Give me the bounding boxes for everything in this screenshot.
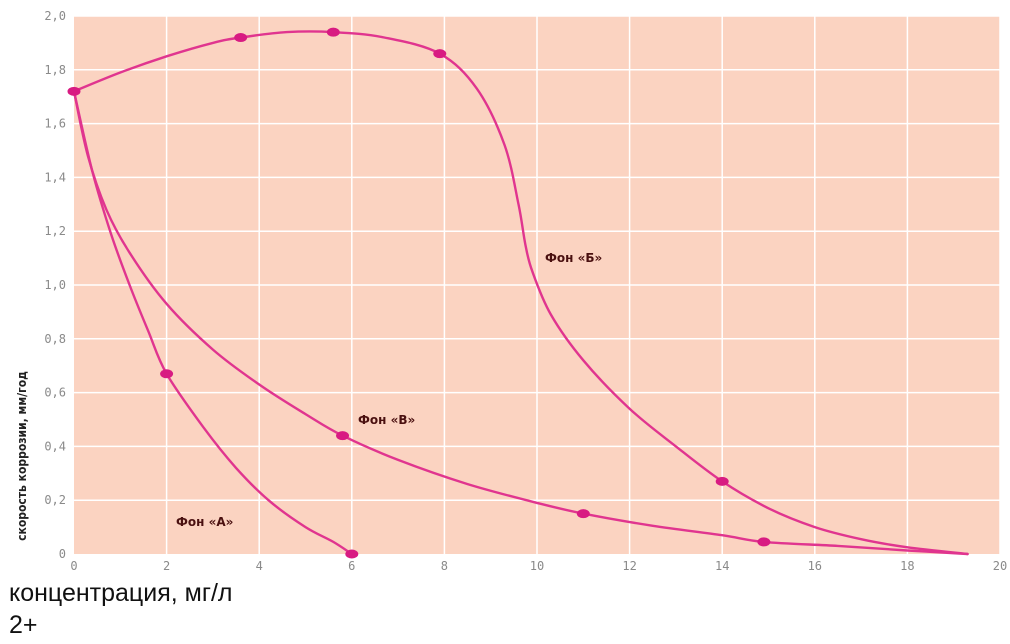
- y-tick-label: 0,2: [44, 493, 66, 507]
- data-point-marker: [326, 27, 340, 37]
- data-point-marker: [160, 369, 174, 379]
- data-point-marker: [345, 549, 359, 559]
- data-point-marker: [336, 431, 350, 441]
- y-tick-labels: 0 0,2 0,4 0,6 0,8 1,0 1,2 1,4 1,6 1,8 2,0: [44, 9, 66, 561]
- x-tick-label: 6: [348, 559, 355, 573]
- y-tick-label: 2,0: [44, 9, 66, 23]
- y-tick-label: 0,6: [44, 386, 66, 400]
- data-point-marker: [715, 476, 729, 486]
- x-tick-label: 0: [70, 559, 77, 573]
- data-point-marker: [757, 537, 771, 547]
- y-tick-label: 0,4: [44, 439, 66, 453]
- series-label-v: Фон «В»: [358, 413, 415, 427]
- data-point-marker: [576, 509, 590, 519]
- y-axis-title: скорость коррозии, мм/год: [15, 371, 29, 541]
- y-tick-label: 0: [59, 547, 66, 561]
- y-tick-label: 1,0: [44, 278, 66, 292]
- chart-canvas: 0 0,2 0,4 0,6 0,8 1,0 1,2 1,4 1,6 1,8 2,0 0 2 4 6 8 10 1…: [15, 9, 1007, 573]
- x-axis-caption: концентрация, мг/л: [9, 579, 233, 607]
- series-label-b: Фон «Б»: [545, 251, 602, 265]
- x-tick-label: 12: [622, 559, 636, 573]
- x-tick-label: 14: [715, 559, 729, 573]
- x-tick-label: 4: [256, 559, 263, 573]
- x-tick-label: 2: [163, 559, 170, 573]
- chart: 0 0,2 0,4 0,6 0,8 1,0 1,2 1,4 1,6 1,8 2,0 0 2 4 6 8 10 1…: [15, 9, 1007, 573]
- data-point-marker: [433, 49, 447, 59]
- y-tick-label: 1,6: [44, 117, 66, 131]
- x-tick-label: 20: [993, 559, 1007, 573]
- data-point-marker: [67, 86, 81, 96]
- x-tick-label: 18: [900, 559, 914, 573]
- y-tick-label: 1,4: [44, 170, 66, 184]
- y-tick-label: 1,2: [44, 224, 66, 238]
- data-point-marker: [234, 33, 248, 43]
- series-label-a: Фон «А»: [176, 515, 233, 529]
- x-tick-labels: 0 2 4 6 8 10 12 14 16 18 20: [70, 559, 1007, 573]
- x-axis-caption-suffix: 2+: [9, 611, 38, 639]
- y-tick-label: 0,8: [44, 332, 66, 346]
- x-tick-label: 16: [808, 559, 822, 573]
- series-line-a: [72, 90, 353, 556]
- series-markers: [67, 27, 771, 559]
- x-tick-label: 10: [530, 559, 544, 573]
- x-tick-label: 8: [441, 559, 448, 573]
- y-tick-label: 1,8: [44, 63, 66, 77]
